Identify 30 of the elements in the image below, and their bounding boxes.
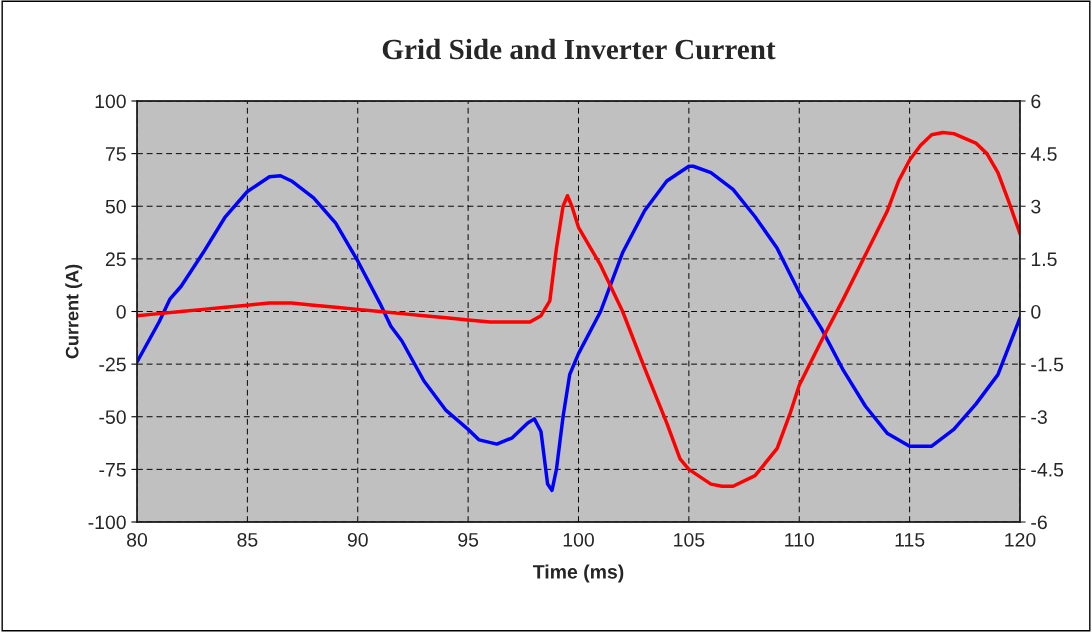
x-tick-label: 90: [347, 532, 368, 547]
chart-title: Grid Side and Inverter Current: [382, 38, 776, 60]
y2-tick-label: 3: [1031, 199, 1041, 214]
y-axis-title: Current (A): [65, 264, 83, 359]
x-tick-label: 105: [674, 532, 705, 547]
y2-tick-label: -1.5: [1031, 357, 1064, 372]
y2-tick-label: 0: [1031, 304, 1041, 319]
y2-tick-label: 1.5: [1031, 252, 1057, 267]
y-tick-label: -75: [99, 463, 126, 477]
x-tick-label: 120: [1005, 532, 1036, 547]
y-tick-label: 50: [105, 199, 126, 214]
y2-tick-label: 4.5: [1030, 147, 1057, 161]
x-tick-label: 80: [127, 532, 148, 547]
x-axis-title: Time (ms): [532, 564, 624, 583]
x-tick-label: 100: [563, 532, 594, 547]
y2-tick-label: -3: [1031, 410, 1047, 424]
y-tick-label: 25: [105, 252, 126, 267]
x-tick-label: 115: [895, 533, 925, 547]
x-tick-label: 95: [458, 532, 479, 547]
y-tick-label: -50: [99, 410, 126, 424]
y-tick-label: 100: [95, 94, 126, 109]
y2-tick-label: 6: [1031, 94, 1041, 109]
x-tick-label: 110: [785, 532, 814, 547]
y2-tick-label: -6: [1031, 515, 1047, 530]
x-tick-label: 85: [237, 532, 258, 547]
y2-tick-label: -4.5: [1031, 463, 1064, 477]
y-tick-label: 0: [116, 304, 126, 319]
y-tick-label: 75: [105, 147, 126, 161]
y-tick-label: -25: [99, 357, 126, 372]
y-tick-label: -100: [88, 515, 126, 530]
